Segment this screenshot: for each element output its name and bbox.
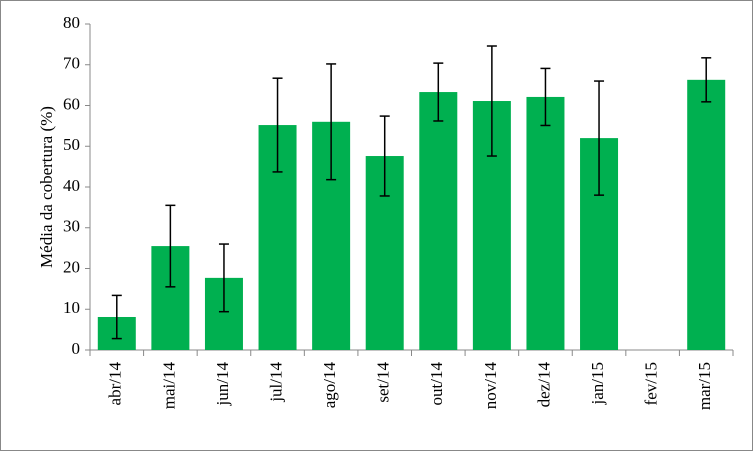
y-axis-label: Média da cobertura (%) bbox=[37, 106, 56, 268]
y-tick-label: 20 bbox=[63, 257, 80, 276]
x-tick-label: jun/14 bbox=[213, 362, 232, 407]
x-tick-label: set/14 bbox=[374, 362, 393, 403]
error-bar bbox=[111, 294, 122, 340]
x-tick-label: nov/14 bbox=[481, 362, 500, 410]
y-tick-label: 50 bbox=[63, 135, 80, 154]
error-bar bbox=[326, 63, 337, 181]
bar bbox=[419, 92, 458, 351]
x-tick-label: out/14 bbox=[427, 362, 446, 406]
error-bar bbox=[379, 115, 390, 197]
x-tick-label: jul/14 bbox=[266, 362, 285, 403]
y-tick-label: 80 bbox=[63, 13, 80, 32]
y-tick-label: 10 bbox=[63, 298, 80, 317]
x-tick-label: jan/15 bbox=[588, 362, 607, 406]
bar bbox=[687, 79, 726, 350]
x-tick-label: ago/14 bbox=[320, 362, 339, 409]
error-bar bbox=[701, 57, 712, 103]
y-tick-label: 70 bbox=[63, 54, 80, 73]
error-bar bbox=[165, 204, 176, 288]
y-tick-label: 40 bbox=[63, 176, 80, 195]
error-bar bbox=[218, 243, 229, 313]
y-tick-label: 60 bbox=[63, 94, 80, 113]
error-bar bbox=[486, 45, 497, 157]
x-tick-label: fev/15 bbox=[642, 362, 661, 405]
error-bar bbox=[272, 77, 283, 173]
x-tick-label: dez/14 bbox=[534, 362, 553, 408]
x-tick-label: mai/14 bbox=[159, 362, 178, 410]
error-bar bbox=[594, 80, 605, 196]
bar bbox=[526, 96, 565, 350]
y-tick-label: 30 bbox=[63, 217, 80, 236]
y-tick-label: 0 bbox=[72, 339, 81, 358]
error-bar bbox=[540, 67, 551, 127]
error-bar bbox=[433, 62, 444, 122]
x-tick-label: abr/14 bbox=[106, 362, 125, 406]
x-tick-label: mar/15 bbox=[695, 362, 714, 410]
